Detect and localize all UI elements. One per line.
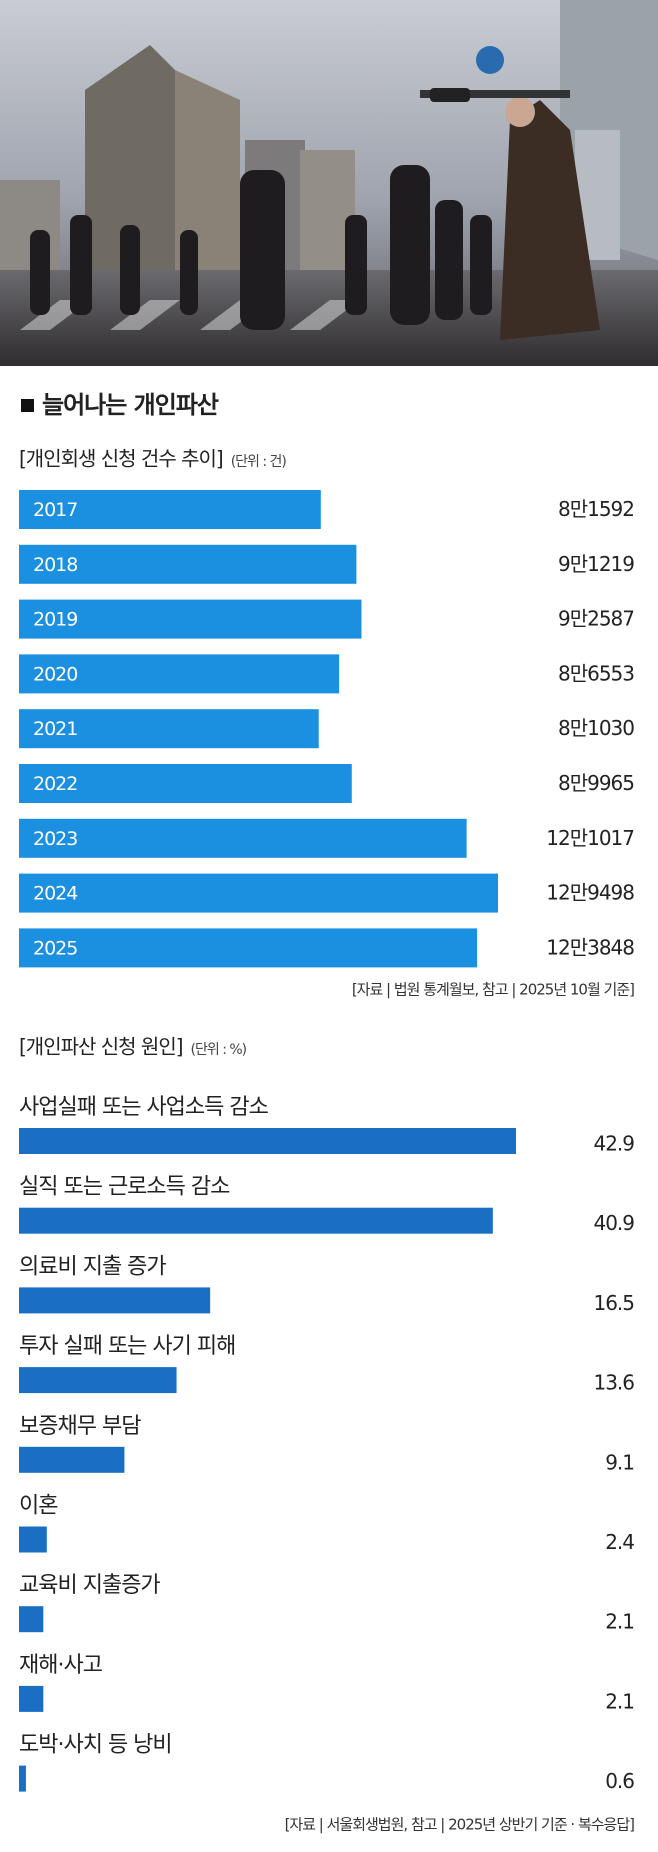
value-label: 12만9498 — [546, 881, 634, 905]
value-label: 9.1 — [605, 1450, 634, 1474]
unit-label: (단위 : %) — [191, 1042, 247, 1058]
value-label: 12만3848 — [546, 935, 634, 959]
category-label: 2017 — [33, 499, 77, 521]
bar — [19, 1207, 493, 1234]
value-label: 8만6553 — [558, 661, 634, 685]
photo — [0, 0, 658, 366]
value-label: 9만1219 — [558, 552, 634, 576]
bar — [19, 1685, 44, 1712]
bar — [19, 1287, 211, 1314]
category-label: 이혼 — [19, 1494, 58, 1519]
bar — [19, 1367, 177, 1394]
category-label: 실직 또는 근로소득 감소 — [19, 1175, 230, 1200]
bar — [19, 873, 498, 913]
source-note: [자료 | 법원 통계월보, 참고 | 2025년 10월 기준] — [352, 981, 634, 999]
bar — [19, 1446, 125, 1473]
unit-label: (단위 : 건) — [231, 454, 287, 470]
value-label: 40.9 — [593, 1211, 634, 1235]
bar — [19, 928, 478, 968]
bar — [19, 490, 321, 529]
bar — [19, 1606, 44, 1633]
value-label: 9만2587 — [558, 607, 634, 631]
value-label: 0.6 — [605, 1769, 634, 1793]
bar — [19, 818, 467, 858]
bar — [19, 544, 357, 584]
category-label: 2019 — [33, 609, 77, 631]
value-label: 12만1017 — [546, 826, 634, 850]
category-label: 2023 — [33, 828, 77, 850]
category-label: 교육비 지출증가 — [19, 1573, 160, 1598]
bar — [19, 599, 362, 639]
value-label: 16.5 — [593, 1291, 634, 1315]
bar — [19, 1765, 26, 1792]
title: 늘어나는 개인파산 — [42, 391, 219, 419]
value-label: 8만1030 — [558, 716, 634, 740]
category-label: 보증채무 부담 — [19, 1414, 141, 1439]
category-label: 도박·사치 등 낭비 — [19, 1733, 172, 1758]
category-label: 의료비 지출 증가 — [19, 1254, 166, 1279]
category-label: 2022 — [33, 773, 77, 795]
category-label: 재해·사고 — [19, 1653, 103, 1678]
category-label: 2024 — [33, 883, 78, 905]
bar — [19, 764, 352, 803]
value-label: 2.1 — [605, 1610, 634, 1634]
category-label: 사업실패 또는 사업소득 감소 — [19, 1095, 269, 1120]
chart-subtitle: [개인회생 신청 건수 추이] — [19, 447, 223, 471]
value-label: 2.1 — [605, 1689, 634, 1713]
value-label: 42.9 — [593, 1132, 634, 1156]
category-label: 2018 — [33, 554, 77, 576]
value-label: 13.6 — [593, 1371, 634, 1395]
chart-subtitle: [개인파산 신청 원인] — [19, 1035, 183, 1059]
title-marker — [21, 399, 34, 412]
category-label: 투자 실패 또는 사기 피해 — [19, 1334, 235, 1359]
value-label: 8만9965 — [558, 771, 634, 795]
bar — [19, 709, 319, 749]
bar — [19, 1526, 47, 1553]
category-label: 2020 — [33, 663, 77, 685]
value-label: 8만1592 — [558, 497, 634, 521]
bar — [19, 1128, 516, 1154]
category-label: 2021 — [33, 718, 77, 740]
category-label: 2025 — [33, 937, 77, 959]
value-label: 2.4 — [605, 1530, 634, 1554]
bar — [19, 654, 340, 694]
source-note: [자료 | 서울회생법원, 참고 | 2025년 상반기 기준 · 복수응답] — [285, 1816, 635, 1834]
